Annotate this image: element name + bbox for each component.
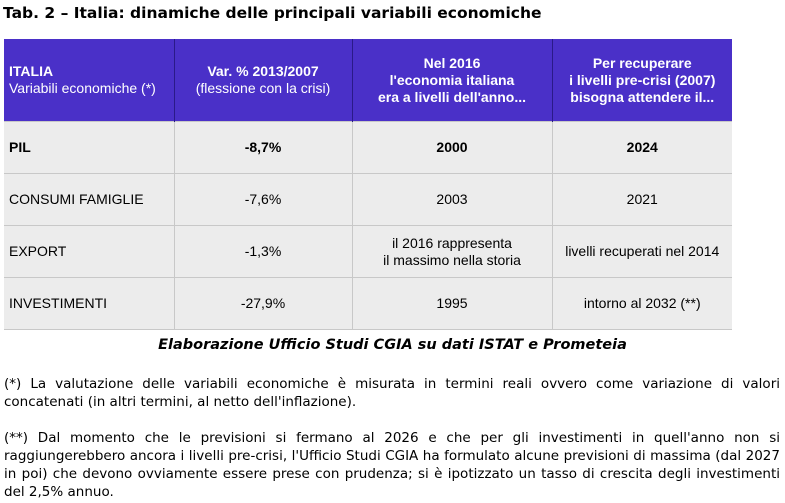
header-var-sub: (flessione con la crisi) — [195, 80, 331, 96]
table-row-pil: PIL -8,7% 2000 2024 — [4, 121, 732, 174]
cell-variable: EXPORT — [4, 225, 174, 278]
cell-variable: INVESTIMENTI — [4, 277, 174, 330]
header-var-main: Var. % 2013/2007 — [207, 63, 319, 79]
table-row-export: EXPORT -1,3% il 2016 rappresenta il mass… — [4, 225, 732, 278]
header-2016-line-2: l'economia italiana — [389, 71, 515, 88]
cell-var-percent: -1,3% — [173, 225, 352, 278]
cell-var-percent: -27,9% — [173, 277, 352, 330]
header-recovery: Per recuperare i livelli pre-crisi (2007… — [551, 39, 732, 122]
cell-recovery: intorno al 2032 (**) — [551, 277, 732, 330]
header-italia-main: ITALIA — [9, 63, 54, 79]
table-row-consumi: CONSUMI FAMIGLIE -7,6% 2003 2021 — [4, 173, 732, 226]
header-italia-sub: Variabili economiche (*) — [9, 80, 156, 96]
header-recovery-line-3: bisogna attendere il... — [570, 88, 715, 105]
header-2016-level: Nel 2016 l'economia italiana era a livel… — [351, 39, 552, 122]
header-recovery-line-1: Per recuperare — [592, 54, 692, 71]
cell-recovery: 2021 — [551, 173, 732, 226]
table-header-row: ITALIA Variabili economiche (*) Var. % 2… — [4, 39, 732, 122]
header-var-percent: Var. % 2013/2007 (flessione con la crisi… — [173, 39, 352, 122]
header-italia: ITALIA Variabili economiche (*) — [4, 39, 174, 122]
cell-2016-level: 1995 — [351, 277, 552, 330]
header-2016-line-3: era a livelli dell'anno... — [377, 88, 527, 105]
source-caption: Elaborazione Ufficio Studi CGIA su dati … — [158, 337, 627, 353]
table-title: Tab. 2 – Italia: dinamiche delle princip… — [3, 4, 542, 22]
cell-2016-level-line-1: il 2016 rappresenta — [392, 234, 512, 251]
table-row-investimenti: INVESTIMENTI -27,9% 1995 intorno al 2032… — [4, 277, 732, 330]
cell-2016-level-line-2: il massimo nella storia — [383, 251, 521, 268]
cell-var-percent: -7,6% — [173, 173, 352, 226]
cell-recovery: livelli recuperati nel 2014 — [551, 225, 732, 278]
cell-variable: PIL — [4, 121, 174, 174]
header-recovery-line-2: i livelli pre-crisi (2007) — [569, 71, 716, 88]
cell-recovery: 2024 — [551, 121, 732, 174]
cell-variable: CONSUMI FAMIGLIE — [4, 173, 174, 226]
footnote-2: (**) Dal momento che le previsioni si fe… — [4, 430, 780, 500]
cell-2016-level: 2003 — [351, 173, 552, 226]
header-2016-line-1: Nel 2016 — [423, 54, 481, 71]
cell-2016-level: 2000 — [351, 121, 552, 174]
footnote-1: (*) La valutazione delle variabili econo… — [4, 376, 780, 410]
cell-2016-level: il 2016 rappresenta il massimo nella sto… — [351, 225, 552, 278]
cell-var-percent: -8,7% — [173, 121, 352, 174]
economic-variables-table: ITALIA Variabili economiche (*) Var. % 2… — [4, 39, 732, 330]
